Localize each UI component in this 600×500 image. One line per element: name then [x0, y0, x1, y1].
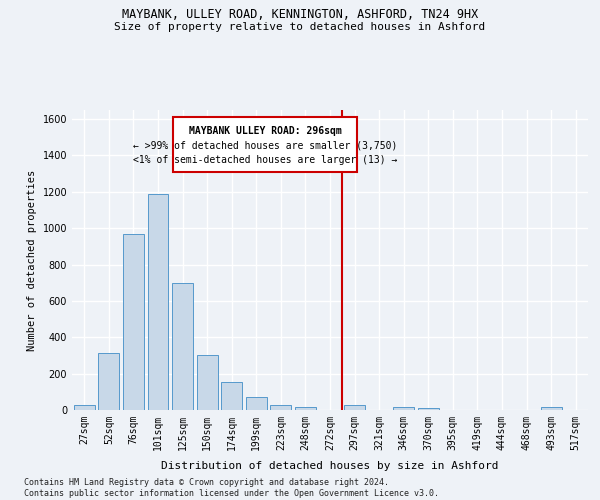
- Bar: [123, 234, 144, 410]
- Bar: [541, 408, 562, 410]
- Text: MAYBANK ULLEY ROAD: 296sqm: MAYBANK ULLEY ROAD: 296sqm: [188, 126, 341, 136]
- Bar: [197, 356, 218, 410]
- Text: Contains HM Land Registry data © Crown copyright and database right 2024.
Contai: Contains HM Land Registry data © Crown c…: [24, 478, 439, 498]
- Bar: [98, 352, 119, 410]
- Bar: [271, 406, 292, 410]
- Text: ← >99% of detached houses are smaller (3,750): ← >99% of detached houses are smaller (3…: [133, 140, 397, 150]
- Bar: [173, 118, 357, 172]
- X-axis label: Distribution of detached houses by size in Ashford: Distribution of detached houses by size …: [161, 461, 499, 471]
- Bar: [295, 408, 316, 410]
- Bar: [221, 382, 242, 410]
- Bar: [148, 194, 169, 410]
- Text: MAYBANK, ULLEY ROAD, KENNINGTON, ASHFORD, TN24 9HX: MAYBANK, ULLEY ROAD, KENNINGTON, ASHFORD…: [122, 8, 478, 20]
- Bar: [393, 408, 414, 410]
- Bar: [418, 408, 439, 410]
- Bar: [172, 282, 193, 410]
- Bar: [246, 398, 267, 410]
- Bar: [344, 406, 365, 410]
- Text: <1% of semi-detached houses are larger (13) →: <1% of semi-detached houses are larger (…: [133, 155, 397, 165]
- Bar: [74, 406, 95, 410]
- Text: Size of property relative to detached houses in Ashford: Size of property relative to detached ho…: [115, 22, 485, 32]
- Y-axis label: Number of detached properties: Number of detached properties: [27, 170, 37, 350]
